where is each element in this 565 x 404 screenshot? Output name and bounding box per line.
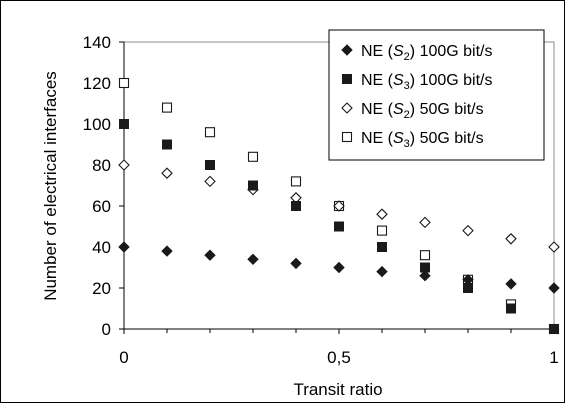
legend: NE (S2) 100G bit/s NE (S3) 100G bit/s NE (… [328,29,545,161]
legend-marker-4 [341,131,353,143]
data-point-series-1 [333,261,345,274]
y-tick-label: 60 [92,197,111,216]
data-point-series-1 [376,265,388,278]
y-tick-label: 100 [83,115,111,134]
data-point-series-2 [162,139,172,150]
x-axis-title: Transit ratio [293,380,382,399]
data-point-series-1 [419,269,431,282]
y-axis-title: Number of electrical interfaces [41,71,60,301]
data-point-series-3 [333,200,345,212]
data-point-series-1 [204,249,216,261]
data-point-series-1 [118,241,130,253]
legend-entry-1: NE (S2) 100G bit/s [361,43,493,63]
legend-marker-1 [341,44,353,56]
data-point-series-3 [548,241,560,253]
x-tick-label: 0,5 [327,348,351,367]
data-point-series-3 [505,233,517,245]
data-point-series-2 [248,180,258,191]
legend-marker-3 [341,102,353,114]
data-point-series-4 [161,102,173,113]
data-point-series-2 [377,242,387,252]
data-point-series-4 [204,127,216,138]
data-marks [118,77,560,335]
data-point-series-1 [161,245,173,257]
legend-marker-2 [342,74,352,84]
data-point-series-3 [376,208,388,220]
data-point-series-2 [119,119,129,129]
data-point-series-1 [548,282,560,294]
data-point-series-1 [247,253,259,266]
data-point-series-3 [118,159,130,171]
data-point-series-4 [376,225,388,236]
legend-box [328,29,545,161]
data-point-series-3 [419,216,431,229]
legend-entry-2: NE (S3) 100G bit/s [361,72,493,92]
legend-entry-4: NE (S3) 50G bit/s [361,130,484,150]
y-tick-label: 80 [92,156,111,175]
data-point-series-1 [290,257,302,270]
data-point-series-2 [205,160,215,170]
data-point-series-2 [549,324,559,334]
data-point-series-2 [506,303,516,314]
data-point-series-1 [505,278,517,290]
data-point-series-4 [290,176,302,187]
legend-entry-3: NE (S2) 50G bit/s [361,101,484,121]
x-tick-label: 1 [549,348,558,367]
y-tick-label: 120 [83,74,111,93]
data-point-series-2 [334,221,344,232]
data-point-series-3 [204,175,216,188]
axes: 0 20 40 60 80 100 120 140 0 0,5 1 [83,33,559,367]
y-tick-label: 40 [92,238,111,257]
data-point-series-2 [291,201,301,211]
y-tick-label: 20 [92,279,111,298]
data-point-series-3 [161,167,173,179]
x-tick-label: 0 [119,348,128,367]
y-tick-label: 140 [83,33,111,52]
y-tick-label: 0 [102,320,111,339]
data-point-series-3 [462,224,474,237]
data-point-series-4 [118,77,130,89]
data-point-series-4 [247,151,259,162]
data-point-series-4 [419,250,431,261]
data-point-series-1 [462,274,474,286]
